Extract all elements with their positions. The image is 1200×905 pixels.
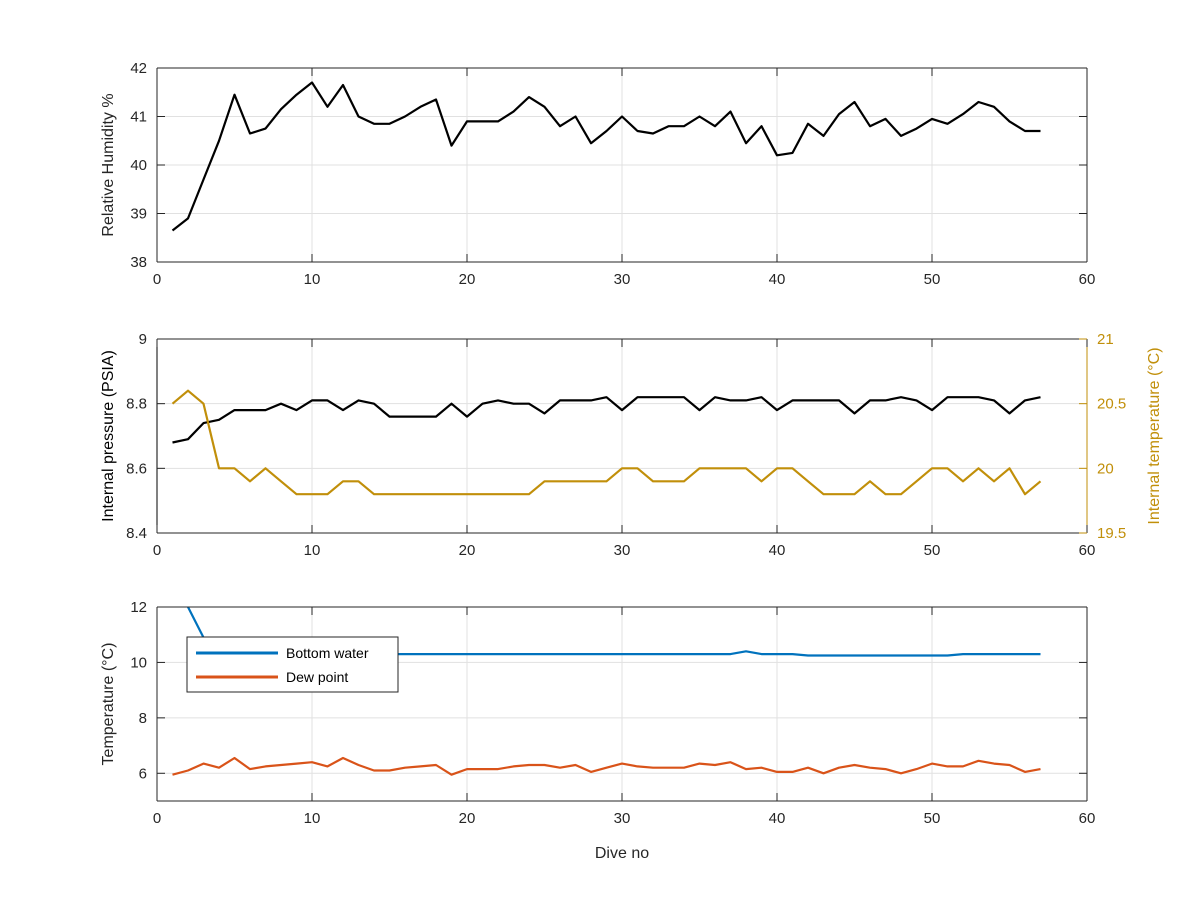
x-tick-label: 40: [769, 271, 786, 288]
y-tick-label: 8: [139, 710, 147, 727]
y-tick-label: 41: [130, 109, 147, 126]
legend-box: [186, 636, 399, 693]
axes-2: 0 10 20 30 40 50 60 8.4 8.6 8.8 9 19.5 20 20.5 21 Inter…: [100, 331, 1163, 559]
series-line-dew-point: [172, 756, 1041, 776]
x-tick-label: 20: [459, 542, 476, 559]
y-axis-label: Relative Humidity %: [100, 93, 117, 236]
y-tick-label: 38: [130, 254, 147, 271]
series-line-1: [172, 396, 1041, 444]
x-tick-label: 50: [924, 810, 941, 827]
x-tick-label: 0: [153, 542, 161, 559]
y-right-tick-label: 19.5: [1097, 525, 1126, 542]
y-right-tick-label: 21: [1097, 331, 1114, 348]
series-line-2: [171, 389, 1042, 496]
x-tick-label: 60: [1079, 542, 1096, 559]
y-axis-label: Internal pressure (PSIA): [100, 350, 117, 522]
y-tick-label: 9: [139, 331, 147, 348]
axes-3: 0 10 20 30 40 50 60 6 8 10 12 Temperature (°C) Dive …: [100, 599, 1096, 862]
y-axis-right-label: Internal temperature (°C): [1146, 347, 1163, 524]
axes-1: 0 10 20 30 40 50 60 38 39 40 41 42 Relative Humidity…: [100, 60, 1095, 288]
x-tick-label: 30: [614, 271, 631, 288]
legend: Bottom water Dew point: [186, 636, 399, 693]
x-tick-label: 40: [769, 810, 786, 827]
y-tick-label: 42: [130, 60, 147, 77]
y-tick-label: 10: [130, 654, 147, 671]
x-tick-label: 60: [1079, 810, 1096, 827]
legend-entry-label: Dew point: [286, 669, 348, 685]
x-tick-label: 20: [459, 810, 476, 827]
x-tick-label: 0: [153, 810, 161, 827]
y-tick-label: 8.8: [126, 396, 147, 413]
x-tick-label: 50: [924, 271, 941, 288]
y-tick-label: 8.6: [126, 460, 147, 477]
x-tick-label: 30: [614, 542, 631, 559]
y-right-tick-label: 20: [1097, 460, 1114, 477]
x-tick-label: 10: [304, 542, 321, 559]
y-right-tick-label: 20.5: [1097, 396, 1126, 413]
y-tick-label: 12: [130, 599, 147, 616]
y-tick-label: 39: [130, 206, 147, 223]
x-tick-label: 20: [459, 271, 476, 288]
x-tick-label: 40: [769, 542, 786, 559]
x-tick-label: 10: [304, 810, 321, 827]
y-tick-label: 6: [139, 765, 147, 782]
x-tick-label: 50: [924, 542, 941, 559]
x-tick-label: 0: [153, 271, 161, 288]
series-line-1: [171, 81, 1041, 232]
x-axis-label: Dive no: [595, 845, 649, 862]
x-tick-label: 30: [614, 810, 631, 827]
x-tick-label: 60: [1079, 271, 1096, 288]
legend-entry-label: Bottom water: [286, 645, 369, 661]
y-tick-label: 8.4: [126, 525, 147, 542]
x-tick-label: 10: [304, 271, 321, 288]
y-tick-label: 40: [130, 157, 147, 174]
y-axis-label: Temperature (°C): [100, 643, 117, 766]
